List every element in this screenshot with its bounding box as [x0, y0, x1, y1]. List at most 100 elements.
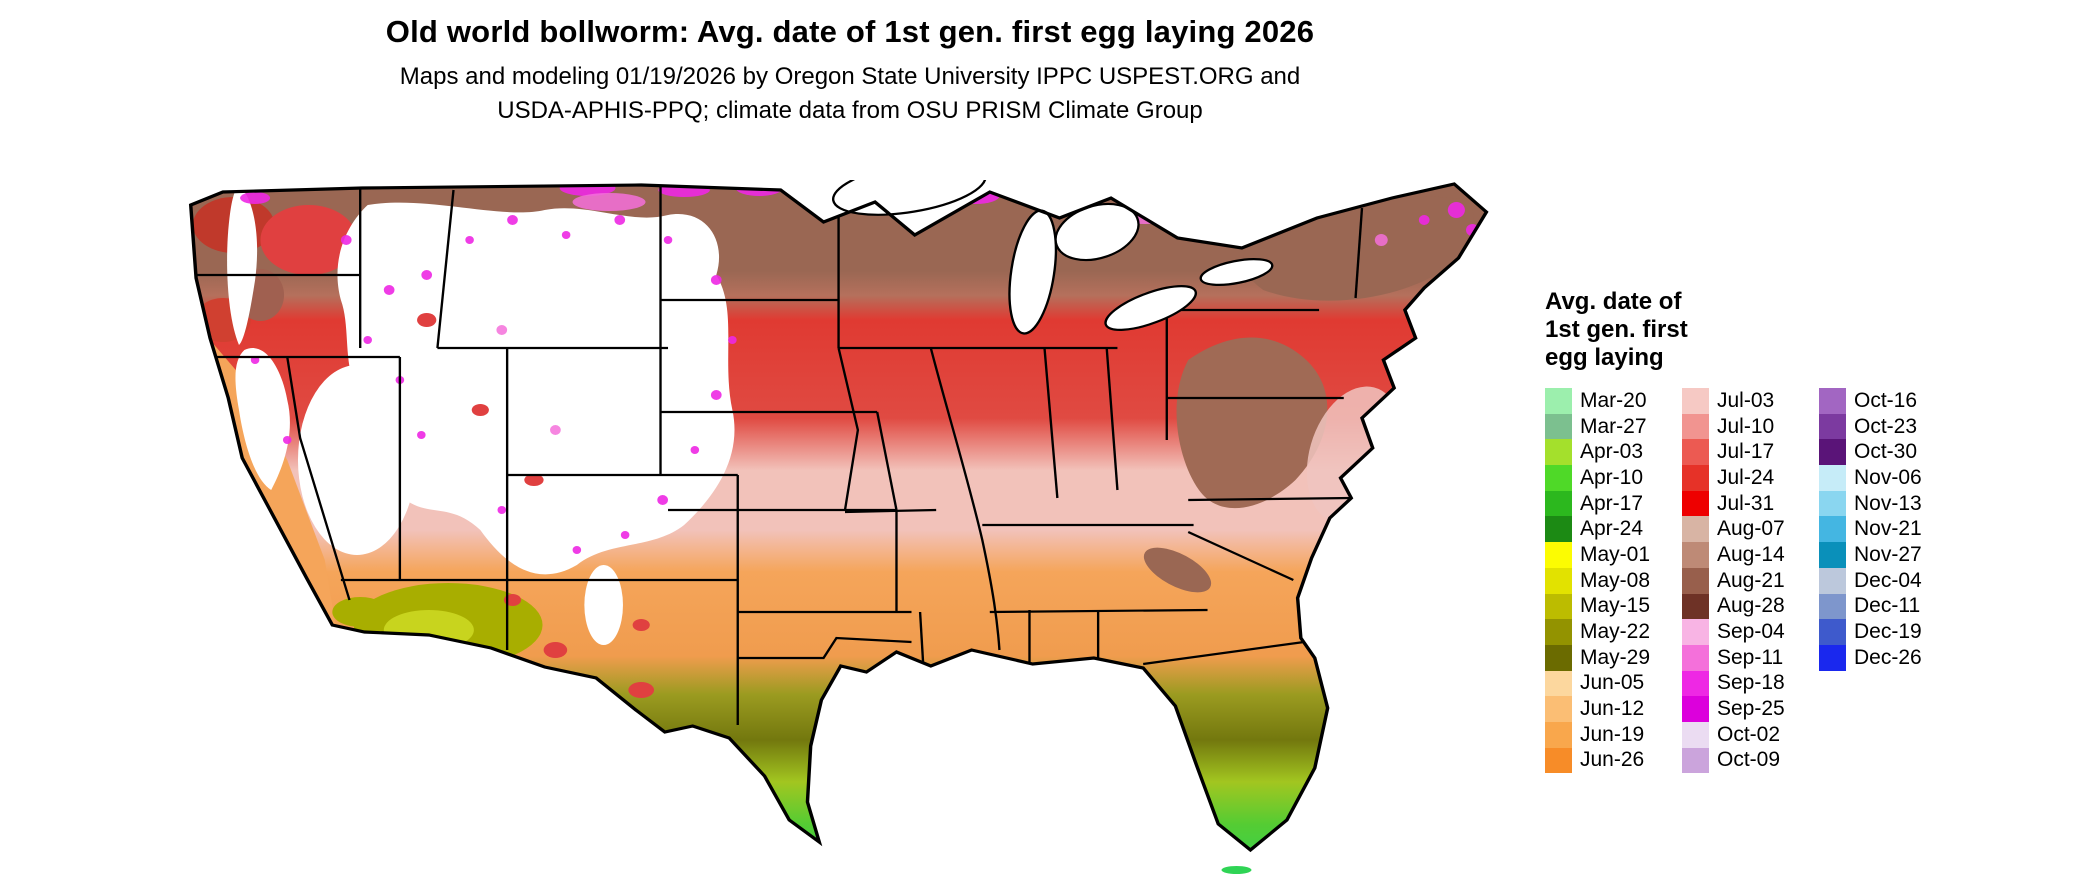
- legend-entry: Aug-14: [1682, 542, 1792, 568]
- legend-label: May-22: [1580, 620, 1651, 644]
- legend-entry: Jul-17: [1682, 439, 1792, 466]
- legend-entry: Oct-16: [1819, 388, 1929, 414]
- legend-entry: Nov-13: [1819, 490, 1929, 517]
- legend-label: Oct-23: [1854, 414, 1918, 438]
- page-title: Old world bollworm: Avg. date of 1st gen…: [385, 14, 1315, 49]
- legend-entry: May-22: [1545, 619, 1655, 645]
- legend-entry: May-15: [1545, 593, 1655, 620]
- legend-label: Jun-12: [1580, 697, 1645, 721]
- legend-swatch: [1545, 490, 1572, 517]
- legend-label: Oct-02: [1717, 722, 1781, 746]
- legend-entry: Nov-21: [1819, 516, 1929, 543]
- legend-swatch: [1682, 439, 1709, 466]
- legend-entry: Jul-24: [1682, 465, 1792, 491]
- legend-swatch: [1682, 696, 1709, 722]
- legend-label: Mar-27: [1580, 414, 1647, 438]
- legend-swatch: [1545, 619, 1572, 645]
- legend-entry: Mar-20: [1545, 388, 1655, 414]
- legend-entry: Aug-07: [1682, 516, 1792, 543]
- legend-label: Oct-16: [1854, 388, 1918, 412]
- legend-entry: Jun-12: [1545, 696, 1655, 722]
- legend-label: Sep-25: [1717, 697, 1785, 721]
- legend-swatch: [1819, 465, 1846, 491]
- legend-column-3: Oct-16 Oct-23 Oct-30 Nov-06 Nov-13 Nov-21 Nov-…: [1819, 388, 1929, 671]
- legend-swatch: [1819, 567, 1846, 594]
- us-outline: [188, 182, 1489, 853]
- legend-entry: Jun-19: [1545, 721, 1655, 748]
- legend-label: Apr-17: [1580, 491, 1644, 515]
- legend-swatch: [1682, 619, 1709, 645]
- legend-label: May-15: [1580, 594, 1651, 618]
- legend-label: Jul-24: [1717, 465, 1775, 489]
- subtitle-line-1: Maps and modeling 01/19/2026 by Oregon S…: [399, 63, 1301, 90]
- legend-label: Nov-21: [1854, 517, 1922, 541]
- legend-label: May-08: [1580, 568, 1651, 592]
- legend-label: Mar-20: [1580, 388, 1647, 412]
- legend-label: Jul-31: [1717, 491, 1775, 515]
- legend-label: Nov-27: [1854, 542, 1922, 566]
- legend-swatch: [1819, 388, 1846, 414]
- legend-swatch: [1819, 593, 1846, 620]
- legend-swatch: [1545, 593, 1572, 620]
- legend-entry: Jun-05: [1545, 670, 1655, 697]
- legend-column-1: Mar-20 Mar-27 Apr-03 Apr-10 Apr-17 Apr-24 May-…: [1545, 388, 1655, 774]
- legend-label: Oct-30: [1854, 440, 1918, 464]
- legend-entry: Oct-09: [1682, 747, 1792, 774]
- legend-label: Aug-21: [1717, 568, 1785, 592]
- legend-label: Dec-04: [1854, 568, 1922, 592]
- legend-entry: Dec-11: [1819, 593, 1929, 620]
- legend-entry: Apr-17: [1545, 490, 1655, 517]
- legend-label: Apr-03: [1580, 440, 1644, 464]
- legend-entry: Jun-26: [1545, 747, 1655, 774]
- legend-entry: Apr-24: [1545, 516, 1655, 543]
- legend-columns: Mar-20 Mar-27 Apr-03 Apr-10 Apr-17 Apr-24 May-…: [1545, 388, 1975, 774]
- legend-entry: Apr-03: [1545, 439, 1655, 466]
- legend-label: Sep-04: [1717, 620, 1785, 644]
- legend-label: Sep-11: [1717, 645, 1784, 669]
- legend-entry: Dec-26: [1819, 644, 1929, 671]
- legend-swatch: [1819, 516, 1846, 543]
- legend-title: Avg. date of 1st gen. first egg laying: [1545, 288, 1975, 372]
- legend-entry: Aug-21: [1682, 567, 1792, 594]
- legend-title-line-1: Avg. date of: [1545, 288, 1682, 315]
- legend-label: Apr-10: [1580, 465, 1644, 489]
- legend-label: Nov-06: [1854, 465, 1922, 489]
- legend-label: Aug-14: [1717, 542, 1785, 566]
- legend: Avg. date of 1st gen. first egg laying M…: [1545, 288, 1975, 774]
- legend-swatch: [1819, 439, 1846, 466]
- legend-swatch: [1545, 644, 1572, 671]
- legend-entry: Oct-02: [1682, 721, 1792, 748]
- legend-label: Nov-13: [1854, 491, 1922, 515]
- legend-swatch: [1545, 388, 1572, 414]
- legend-swatch: [1545, 413, 1572, 440]
- legend-title-line-3: egg laying: [1545, 344, 1664, 371]
- legend-entry: Sep-18: [1682, 670, 1792, 697]
- legend-entry: Mar-27: [1545, 413, 1655, 440]
- legend-label: Dec-11: [1854, 594, 1921, 618]
- legend-swatch: [1545, 747, 1572, 774]
- legend-label: Jun-26: [1580, 748, 1645, 772]
- legend-label: Aug-07: [1717, 517, 1785, 541]
- legend-swatch: [1682, 516, 1709, 543]
- legend-entry: Oct-23: [1819, 413, 1929, 440]
- legend-entry: Sep-25: [1682, 696, 1792, 722]
- rockies-white-region: [337, 202, 735, 575]
- legend-label: Dec-26: [1854, 645, 1922, 669]
- legend-entry: Jul-10: [1682, 413, 1792, 440]
- legend-column-2: Jul-03 Jul-10 Jul-17 Jul-24 Jul-31 Aug-07 Aug-…: [1682, 388, 1792, 774]
- legend-entry: Nov-06: [1819, 465, 1929, 491]
- legend-label: May-29: [1580, 645, 1651, 669]
- legend-swatch: [1819, 644, 1846, 671]
- legend-entry: Oct-30: [1819, 439, 1929, 466]
- cascades-white-region: [227, 185, 258, 345]
- legend-label: Jul-17: [1717, 440, 1775, 464]
- legend-swatch: [1545, 567, 1572, 594]
- us-map: [180, 180, 1510, 880]
- legend-swatch: [1682, 747, 1709, 774]
- legend-entry: Aug-28: [1682, 593, 1792, 620]
- legend-entry: May-08: [1545, 567, 1655, 594]
- legend-swatch: [1682, 490, 1709, 517]
- legend-swatch: [1545, 516, 1572, 543]
- legend-swatch: [1682, 542, 1709, 568]
- legend-label: Jun-19: [1580, 722, 1645, 746]
